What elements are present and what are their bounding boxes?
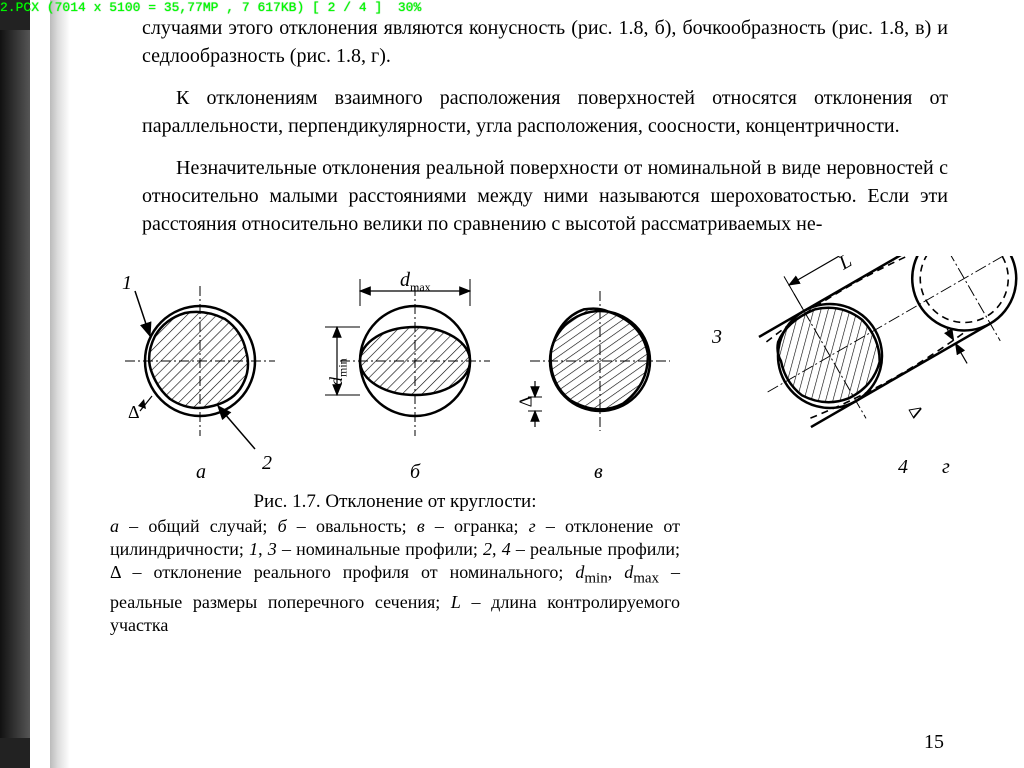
sublabel-g: г xyxy=(942,456,950,479)
label-2: 2 xyxy=(262,452,272,475)
label-delta-a: Δ xyxy=(128,402,140,423)
page-scan: случаями этого отклонения являются конус… xyxy=(30,0,1000,768)
paragraph-3: Незначительные отклонения реальной повер… xyxy=(142,154,948,238)
book-spine xyxy=(0,0,30,768)
figure-caption: Рис. 1.7. Отклонение от круглости: а – о… xyxy=(110,490,680,637)
page-number: 15 xyxy=(924,731,944,754)
sublabel-a: а xyxy=(196,461,206,484)
label-1: 1 xyxy=(122,272,132,295)
paragraph-1: случаями этого отклонения являются конус… xyxy=(142,14,948,70)
sublabel-b: б xyxy=(410,461,420,484)
caption-body: а – общий случай; б – овальность; в – ог… xyxy=(110,515,680,637)
viewer-overlay-text: 2.PCX (7014 x 5100 = 35,77MP , 7 617KB) … xyxy=(0,0,421,15)
label-4: 4 xyxy=(898,456,908,479)
caption-title: Рис. 1.7. Отклонение от круглости: xyxy=(110,490,680,513)
sublabel-v: в xyxy=(594,461,603,484)
label-dmax: dmax xyxy=(400,269,431,295)
paragraph-2: К отклонениям взаимного расположения пов… xyxy=(142,84,948,140)
figure-svg xyxy=(30,256,1024,486)
figure-1-7: 1 2 Δ dmax dmin Δ 3 4 L Δ а б в г xyxy=(30,256,1000,486)
label-dmin: dmin xyxy=(326,358,351,386)
label-delta-v: Δ xyxy=(515,396,536,408)
label-3: 3 xyxy=(712,326,722,349)
